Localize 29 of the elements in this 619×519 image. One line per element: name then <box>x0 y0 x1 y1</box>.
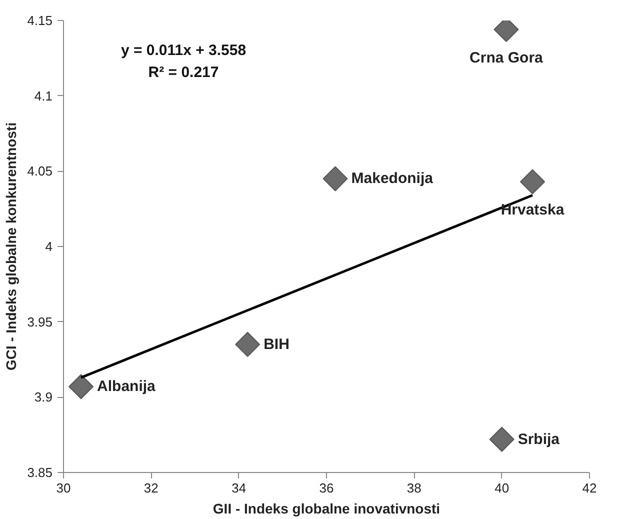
y-tick-label: 3.95 <box>27 314 53 330</box>
x-tick-label: 36 <box>319 480 334 496</box>
y-tick-label: 4.15 <box>27 13 53 28</box>
y-axis-title: GCI - Indeks globalne konkurentnosti <box>3 122 20 371</box>
annotation: Makedonija <box>351 170 434 188</box>
x-tick-label: 42 <box>582 480 597 496</box>
x-tick-label: 38 <box>406 480 422 496</box>
x-tick-label: 30 <box>56 480 71 496</box>
annotation: Hrvatska <box>500 202 565 219</box>
annotation: Albanija <box>97 378 156 396</box>
point <box>520 169 546 194</box>
x-axis-title: GII - Indeks globalne inovativnosti <box>212 500 440 516</box>
annotation: y = 0.011x + 3.558 <box>120 42 246 59</box>
y-tick-label: 4 <box>45 239 53 254</box>
annotation: Srbija <box>518 430 560 448</box>
y-tick-label: 3.85 <box>27 465 53 480</box>
point <box>68 374 94 400</box>
point <box>489 426 514 452</box>
x-tick-label: 34 <box>232 480 246 496</box>
y-tick-label: 4.1 <box>34 88 53 104</box>
x-tick-label: 40 <box>494 480 510 496</box>
point <box>322 166 348 192</box>
annotation: BIH <box>264 336 290 353</box>
annotation: R² = 0.217 <box>148 64 219 81</box>
x-tick-label: 32 <box>144 480 158 496</box>
y-tick-label: 4.05 <box>27 164 53 179</box>
y-tick-label: 3.9 <box>34 390 53 405</box>
annotation: Crna Gora <box>470 50 544 67</box>
point <box>235 332 260 357</box>
